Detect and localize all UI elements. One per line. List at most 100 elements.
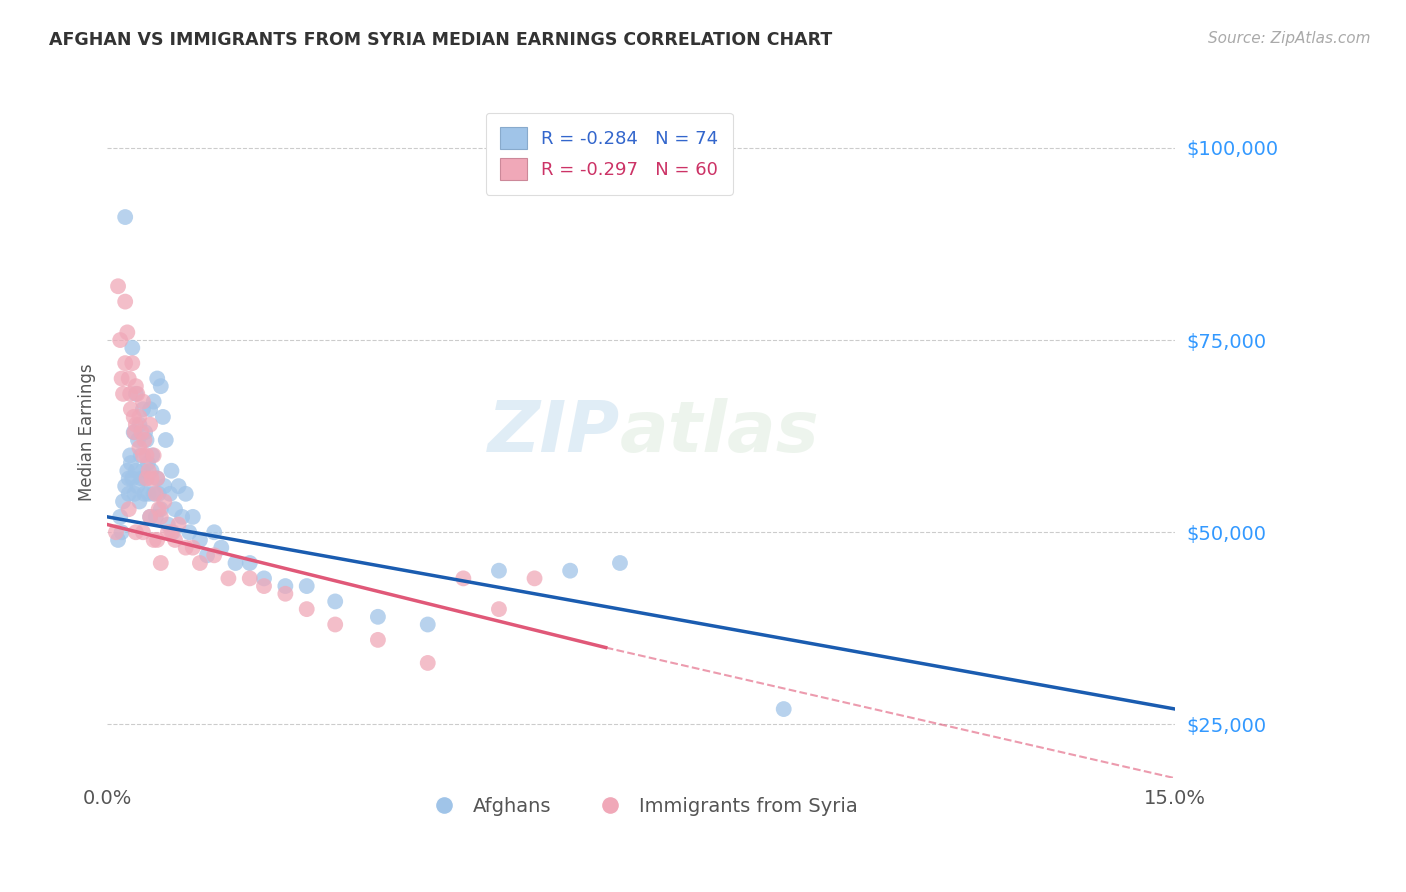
Point — [153, 494, 176, 508]
Point — [142, 487, 165, 501]
Point — [179, 525, 201, 540]
Point — [139, 509, 162, 524]
Point — [367, 632, 389, 647]
Point — [141, 464, 163, 478]
Point — [125, 387, 148, 401]
Point — [120, 402, 142, 417]
Point — [772, 702, 794, 716]
Point — [160, 464, 183, 478]
Point — [114, 210, 136, 224]
Point — [188, 533, 211, 547]
Text: atlas: atlas — [620, 398, 820, 467]
Point — [107, 279, 129, 293]
Point — [107, 533, 129, 547]
Point — [148, 502, 170, 516]
Point — [163, 502, 186, 516]
Point — [323, 617, 346, 632]
Point — [142, 449, 165, 463]
Point — [453, 571, 475, 585]
Point — [141, 449, 163, 463]
Point — [127, 387, 149, 401]
Point — [416, 656, 439, 670]
Point — [131, 425, 153, 440]
Point — [125, 464, 148, 478]
Point — [488, 602, 510, 616]
Point — [167, 479, 190, 493]
Point — [142, 394, 165, 409]
Point — [609, 556, 631, 570]
Point — [114, 294, 136, 309]
Point — [560, 564, 582, 578]
Text: AFGHAN VS IMMIGRANTS FROM SYRIA MEDIAN EARNINGS CORRELATION CHART: AFGHAN VS IMMIGRANTS FROM SYRIA MEDIAN E… — [49, 31, 832, 49]
Point — [146, 371, 169, 385]
Point — [167, 517, 190, 532]
Point — [135, 471, 157, 485]
Point — [120, 449, 142, 463]
Point — [174, 541, 197, 555]
Point — [509, 817, 531, 831]
Point — [141, 471, 163, 485]
Point — [111, 525, 134, 540]
Point — [142, 533, 165, 547]
Point — [111, 371, 134, 385]
Point — [149, 502, 172, 516]
Point — [108, 509, 131, 524]
Point — [155, 433, 177, 447]
Point — [132, 394, 155, 409]
Point — [121, 471, 143, 485]
Point — [225, 556, 247, 570]
Point — [118, 487, 141, 501]
Point — [253, 571, 276, 585]
Point — [145, 509, 167, 524]
Point — [134, 487, 156, 501]
Point — [163, 533, 186, 547]
Point — [139, 417, 162, 432]
Point — [124, 487, 146, 501]
Legend: Afghans, Immigrants from Syria: Afghans, Immigrants from Syria — [416, 789, 866, 824]
Point — [134, 425, 156, 440]
Point — [149, 379, 172, 393]
Point — [125, 417, 148, 432]
Point — [488, 564, 510, 578]
Point — [174, 487, 197, 501]
Text: Source: ZipAtlas.com: Source: ZipAtlas.com — [1208, 31, 1371, 46]
Point — [879, 787, 901, 801]
Point — [118, 371, 141, 385]
Point — [181, 509, 204, 524]
Point — [153, 479, 176, 493]
Point — [323, 594, 346, 608]
Point — [104, 525, 127, 540]
Point — [146, 471, 169, 485]
Point — [131, 471, 153, 485]
Point — [122, 425, 145, 440]
Point — [295, 602, 318, 616]
Point — [112, 494, 135, 508]
Point — [135, 449, 157, 463]
Point — [217, 571, 239, 585]
Point — [367, 609, 389, 624]
Point — [172, 509, 194, 524]
Point — [156, 517, 179, 532]
Point — [146, 471, 169, 485]
Point — [125, 379, 148, 393]
Point — [125, 525, 148, 540]
Point — [108, 333, 131, 347]
Point — [523, 571, 546, 585]
Point — [128, 409, 150, 424]
Point — [127, 433, 149, 447]
Text: ZIP: ZIP — [488, 398, 620, 467]
Point — [122, 409, 145, 424]
Point — [121, 356, 143, 370]
Point — [156, 525, 179, 540]
Point — [132, 464, 155, 478]
Point — [118, 502, 141, 516]
Point — [132, 525, 155, 540]
Point — [274, 579, 297, 593]
Point — [127, 479, 149, 493]
Point — [118, 471, 141, 485]
Point — [139, 509, 162, 524]
Point — [253, 579, 276, 593]
Point — [162, 525, 184, 540]
Point — [202, 549, 225, 563]
Point — [239, 556, 262, 570]
